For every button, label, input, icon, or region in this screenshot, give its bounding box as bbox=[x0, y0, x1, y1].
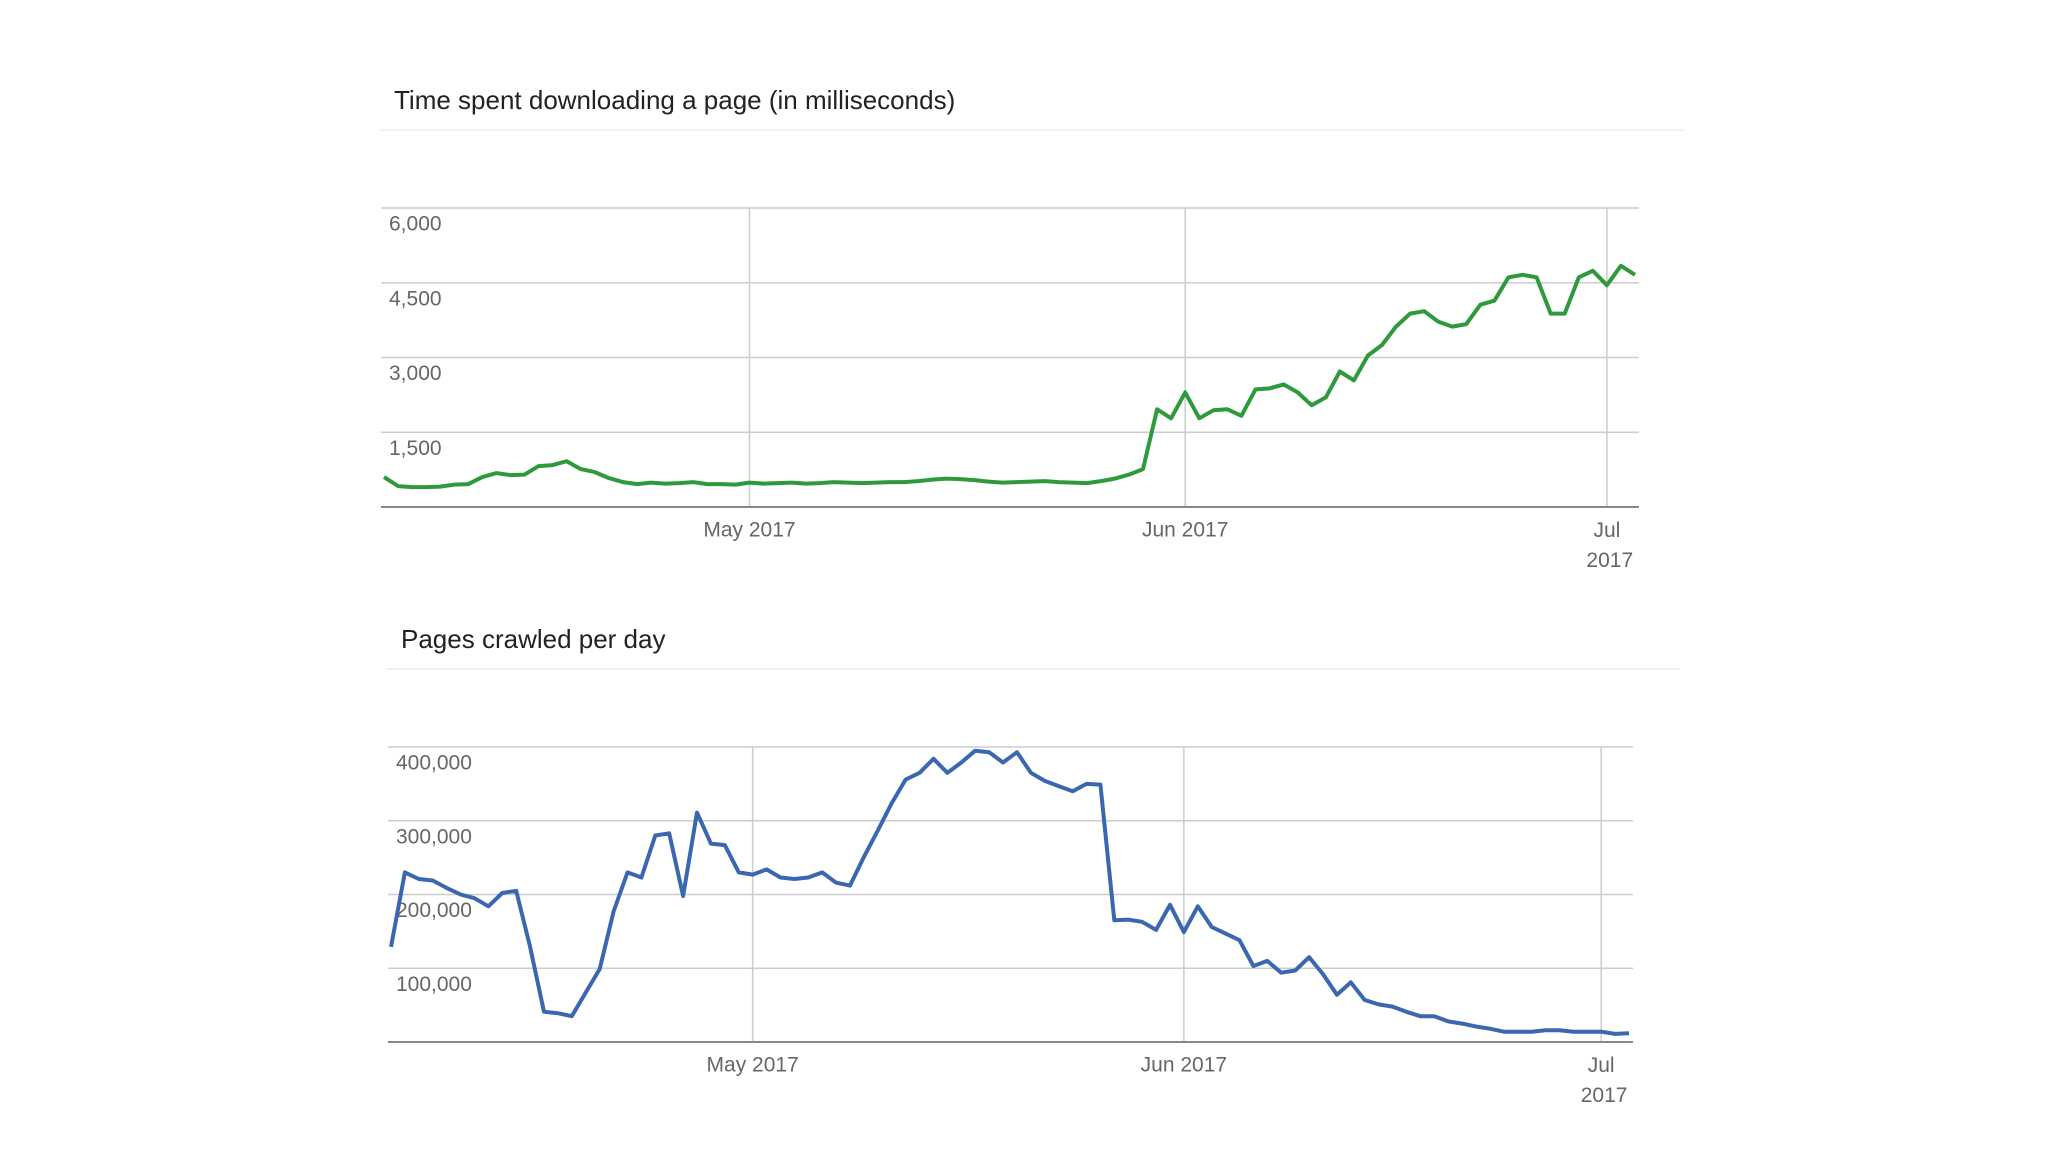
x-tick-label: Jun 2017 bbox=[1141, 1054, 1227, 1077]
chart-title: Time spent downloading a page (in millis… bbox=[394, 85, 955, 115]
y-tick-label: 6,000 bbox=[389, 213, 442, 236]
y-tick-label: 1,500 bbox=[389, 437, 442, 460]
y-tick-label: 400,000 bbox=[396, 752, 472, 775]
x-tick-label: Jun 2017 bbox=[1142, 519, 1228, 542]
chart-title: Pages crawled per day bbox=[401, 624, 665, 654]
y-tick-label: 3,000 bbox=[389, 362, 442, 385]
y-tick-label: 200,000 bbox=[396, 899, 472, 922]
data-line bbox=[382, 263, 1637, 490]
y-tick-label: 300,000 bbox=[396, 825, 472, 848]
data-line bbox=[389, 748, 1630, 1036]
x-tick-label: Jul 2017 bbox=[1581, 519, 1634, 572]
x-tick-label: May 2017 bbox=[703, 519, 795, 542]
x-tick-label: Jul 2017 bbox=[1575, 1054, 1628, 1107]
y-tick-label: 4,500 bbox=[389, 287, 442, 310]
y-tick-label: 100,000 bbox=[396, 973, 472, 996]
x-tick-label: May 2017 bbox=[707, 1054, 799, 1077]
